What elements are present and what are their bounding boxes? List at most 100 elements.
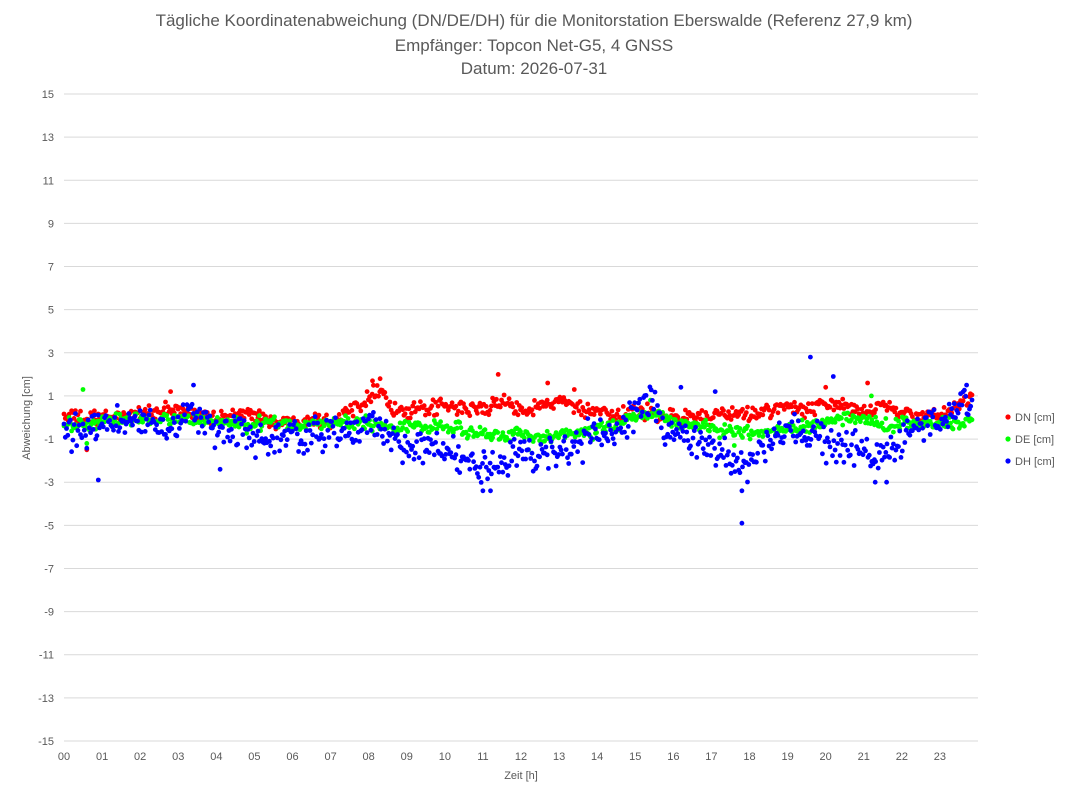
point-dn	[830, 398, 835, 404]
point-dh	[305, 447, 310, 453]
point-dh	[587, 439, 593, 445]
point-dn	[376, 393, 381, 399]
point-de	[402, 418, 408, 424]
point-dh	[420, 460, 426, 466]
point-dh	[622, 429, 627, 435]
x-tick-label: 07	[324, 751, 336, 763]
point-dh	[561, 438, 567, 444]
point-dn	[697, 411, 702, 417]
point-dh	[458, 458, 464, 464]
point-dh	[529, 450, 535, 456]
point-dn	[383, 395, 389, 401]
point-dh	[800, 428, 806, 434]
point-dn	[710, 415, 716, 420]
point-dh	[897, 428, 903, 434]
point-dh	[501, 455, 507, 460]
point-dh	[827, 444, 833, 450]
point-dn	[809, 401, 815, 406]
point-dh	[223, 418, 229, 424]
point-dh	[373, 417, 379, 422]
point-dn	[513, 409, 518, 414]
point-dh	[448, 450, 454, 455]
point-dh	[898, 455, 904, 460]
point-dn	[349, 408, 355, 413]
point-dh	[74, 443, 80, 449]
point-dh	[788, 428, 794, 433]
point-dh	[145, 422, 151, 428]
point-dh	[762, 458, 768, 464]
point-dh	[830, 374, 836, 379]
point-dh	[548, 439, 554, 444]
point-dh	[781, 434, 787, 439]
point-dh	[229, 426, 234, 432]
point-dh	[700, 446, 706, 452]
point-dn	[71, 416, 77, 421]
y-tick-label: -3	[44, 477, 54, 489]
point-dh	[568, 451, 574, 457]
point-dn	[348, 402, 353, 408]
point-dh	[334, 443, 340, 449]
point-dh	[636, 400, 641, 406]
point-dh	[632, 400, 638, 406]
point-dh	[651, 406, 657, 412]
point-dh	[470, 451, 475, 457]
point-dh	[482, 454, 488, 460]
point-dh	[684, 429, 690, 435]
point-dh	[740, 464, 745, 470]
point-dh	[253, 455, 258, 461]
point-de	[740, 435, 745, 440]
point-dh	[289, 428, 295, 434]
point-dh	[402, 433, 408, 439]
point-dh	[211, 422, 217, 428]
point-dh	[302, 441, 308, 447]
point-dh	[283, 443, 289, 448]
point-dn	[620, 404, 626, 409]
point-dh	[476, 474, 482, 480]
point-dn	[168, 389, 174, 394]
point-de	[737, 426, 743, 431]
point-dh	[558, 447, 564, 453]
point-de	[869, 393, 874, 399]
point-de	[397, 420, 403, 426]
point-dh	[169, 426, 175, 432]
point-dn	[336, 412, 342, 417]
point-dh	[511, 436, 517, 442]
point-dh	[930, 414, 936, 420]
point-dn	[418, 399, 423, 405]
point-dh	[366, 416, 371, 422]
point-de	[457, 420, 463, 425]
point-dh	[655, 403, 660, 408]
point-dn	[530, 412, 536, 418]
point-dh	[625, 424, 631, 429]
point-dh	[889, 445, 895, 451]
point-dn	[841, 406, 847, 411]
point-de	[490, 435, 495, 440]
point-dh	[67, 417, 73, 423]
point-dh	[84, 445, 90, 451]
point-dh	[828, 428, 834, 433]
point-dh	[787, 424, 792, 429]
point-dh	[755, 450, 761, 456]
point-de	[745, 423, 750, 429]
point-dn	[740, 406, 745, 412]
point-dn	[752, 407, 758, 413]
point-dh	[325, 427, 331, 433]
point-de	[244, 430, 250, 436]
point-dh	[353, 437, 359, 443]
point-dh	[154, 422, 160, 428]
point-de	[858, 419, 863, 425]
point-dh	[341, 425, 347, 431]
point-de	[434, 426, 440, 432]
point-dh	[969, 397, 975, 403]
point-dh	[456, 444, 461, 449]
y-tick-labels: 15 13 11 9 7 5 3 1 -1 -3 -5 -7 -9 -11 -13 -15	[38, 89, 54, 748]
point-dh	[831, 438, 837, 444]
point-dh	[946, 401, 952, 407]
point-dh	[532, 458, 537, 464]
point-dn	[728, 417, 734, 422]
point-dn	[368, 399, 374, 405]
point-de	[704, 422, 710, 428]
point-dh	[125, 419, 130, 425]
y-tick-label: -9	[44, 607, 54, 619]
point-dh	[381, 441, 386, 446]
